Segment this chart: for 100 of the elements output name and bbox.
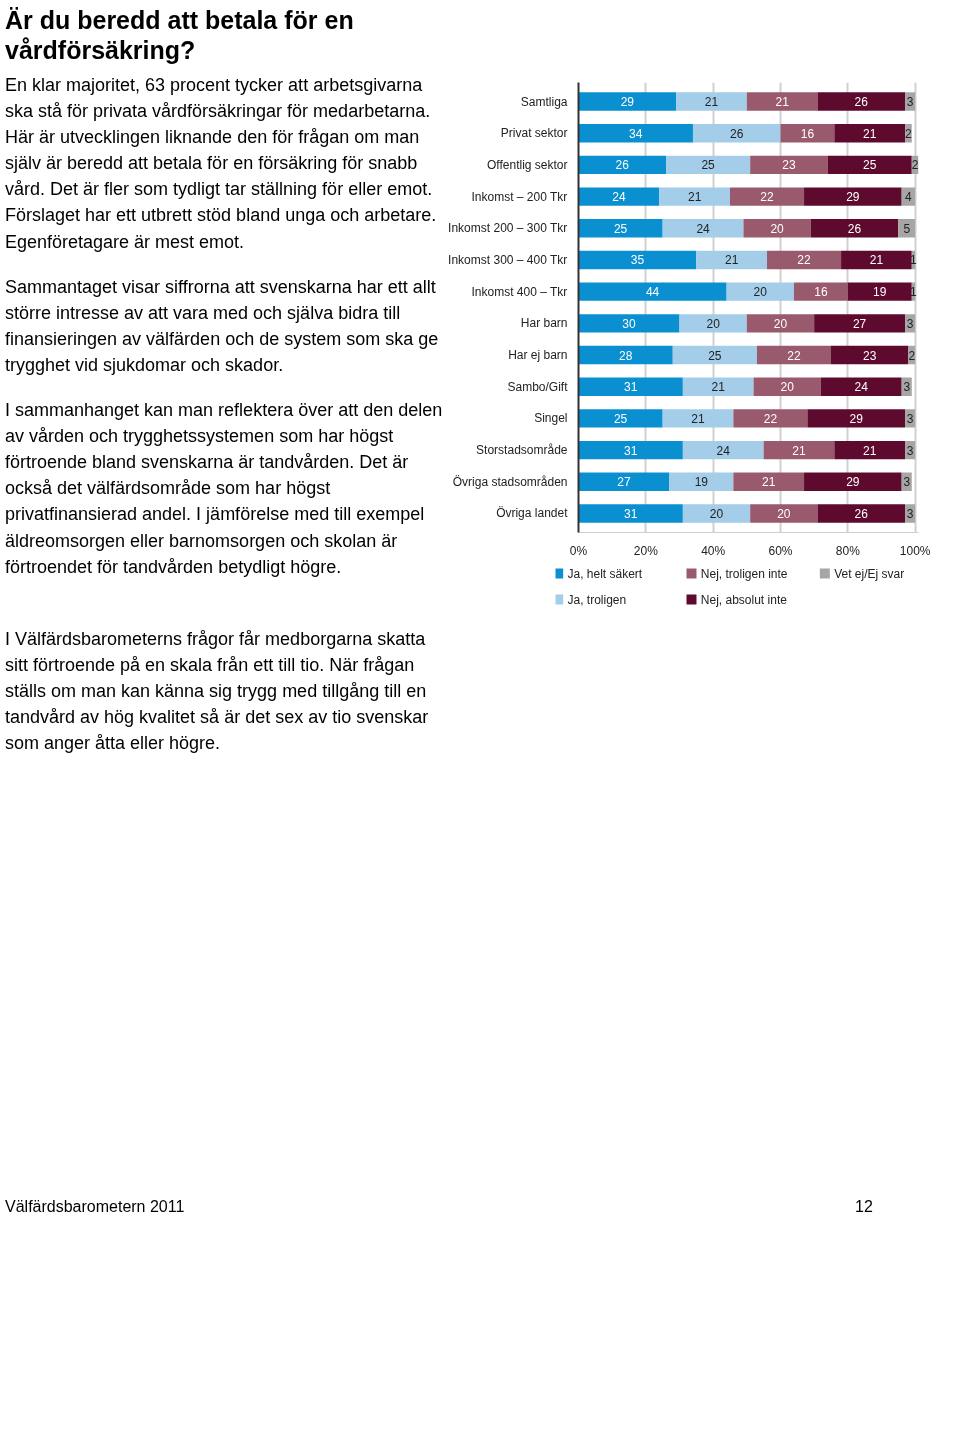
x-tick-label: 0% (569, 543, 588, 558)
data-label: 29 (620, 95, 635, 110)
data-label: 22 (760, 190, 775, 205)
data-label: 22 (797, 253, 812, 268)
data-label: 31 (624, 380, 638, 395)
bar (810, 219, 899, 238)
data-label: 3 (906, 506, 914, 521)
data-label: 26 (854, 506, 869, 521)
data-label: 23 (863, 348, 877, 363)
bar (756, 345, 831, 365)
text: Sammantaget visar siffrorna att svenskarna har ett allt större intresse av att vara med och själva bidra till finansieringen av välfärden och de system som ska ge trygghet vid sjukdomar och skador. (5, 275, 440, 377)
data-label: 2 (905, 126, 913, 141)
bar (676, 92, 747, 111)
y-tick-label: Sambo/Gift (507, 379, 569, 394)
data-label: 1 (910, 285, 918, 300)
bar (746, 92, 818, 111)
data-label: 3 (903, 380, 911, 395)
text: I Välfärdsbarometerns frågor får medborgarna skatta sitt förtroende på en skala från ett till tio. När frågan ställs om man kan känna sig trygg med tillgång till en tandvård av hög kvalitet så är det sex av tio svenskar som anger åtta eller högre. (5, 628, 430, 756)
data-label: 24 (854, 380, 869, 395)
data-label: 21 (711, 380, 726, 395)
bar (733, 472, 805, 491)
data-label: 25 (701, 158, 716, 173)
data-label: 21 (792, 443, 806, 458)
bar (666, 155, 751, 175)
data-label: 30 (622, 316, 636, 331)
data-label: 21 (869, 253, 884, 268)
bar (847, 282, 912, 301)
text: Välfärdsbarometern 2011 (5, 1197, 185, 1218)
bar (780, 124, 835, 143)
data-label: 21 (704, 95, 719, 110)
data-label: 2 (911, 158, 919, 173)
y-tick-label: Övriga stadsområden (452, 474, 568, 489)
data-label: 24 (696, 221, 711, 236)
data-label: 20 (773, 316, 788, 331)
data-label: 3 (903, 475, 911, 490)
data-label: 25 (708, 348, 722, 363)
legend-label: Vet ej/Ej svar (834, 566, 905, 581)
data-label: 2 (908, 348, 916, 363)
bar (750, 155, 828, 175)
y-tick-label: Privat sektor (500, 126, 568, 141)
data-label: 26 (615, 158, 630, 173)
legend-label: Ja, helt säkert (567, 566, 643, 581)
bar (578, 504, 683, 523)
y-tick-label: Inkomst 200 – 300 Tkr (448, 221, 568, 236)
legend-label: Ja, troligen (567, 592, 627, 607)
bar (729, 187, 805, 206)
x-tick-label: 80% (835, 543, 861, 558)
data-label: 21 (863, 126, 877, 141)
y-tick-label: Storstadsområde (476, 443, 568, 458)
y-tick-label: Samtliga (520, 94, 568, 109)
data-label: 22 (763, 411, 778, 426)
bar (692, 124, 781, 143)
bar (804, 472, 902, 491)
bar (662, 409, 734, 428)
bar (659, 187, 730, 206)
data-label: 26 (730, 126, 744, 141)
bar (578, 219, 663, 238)
bar (841, 250, 912, 270)
bar (578, 314, 680, 333)
data-label: 26 (854, 95, 869, 110)
bar (578, 377, 683, 396)
data-label: 19 (873, 285, 887, 300)
bar (830, 345, 909, 365)
bar (817, 92, 906, 111)
data-label: 20 (780, 380, 795, 395)
bar (834, 440, 906, 460)
data-label: 31 (624, 443, 638, 458)
bar (817, 504, 906, 523)
data-label: 21 (687, 190, 702, 205)
data-label: 29 (846, 475, 860, 490)
bar (733, 409, 808, 428)
x-tick-label: 100% (899, 543, 931, 558)
y-tick-label: Har ej barn (508, 348, 568, 363)
data-label: 21 (691, 411, 705, 426)
data-label: 21 (724, 253, 739, 268)
bar (814, 314, 906, 333)
bar (753, 377, 821, 396)
text: 12 (855, 1197, 873, 1218)
bar (767, 250, 842, 270)
bar (578, 472, 670, 491)
bar (662, 219, 744, 238)
data-label: 19 (694, 475, 709, 490)
bar (834, 124, 906, 143)
bar (578, 155, 667, 175)
bar (804, 187, 902, 206)
data-label: 3 (906, 443, 914, 458)
bar (578, 440, 683, 460)
y-tick-label: Inkomst – 200 Tkr (471, 189, 568, 204)
data-label: 28 (618, 348, 633, 363)
data-label: 20 (706, 316, 721, 331)
bar (682, 440, 764, 460)
bar (672, 345, 757, 365)
bar (793, 282, 848, 301)
data-label: 25 (613, 221, 628, 236)
data-label: 24 (716, 443, 731, 458)
bar (750, 504, 818, 523)
data-label: 3 (906, 95, 914, 110)
data-label: 24 (612, 190, 626, 205)
data-label: 34 (629, 126, 643, 141)
data-label: 26 (847, 221, 862, 236)
